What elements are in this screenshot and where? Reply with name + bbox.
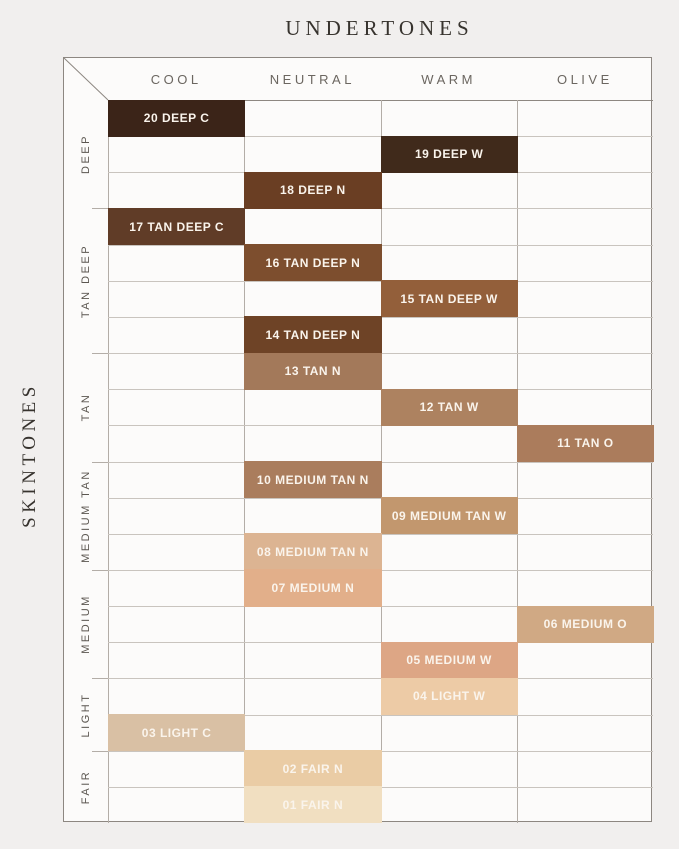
shade-cell-15-tan-deep-w: 15 TAN DEEP W bbox=[380, 280, 518, 318]
shade-cell-11-tan-o: 11 TAN O bbox=[516, 424, 654, 462]
shade-cell-13-tan-n: 13 TAN N bbox=[244, 352, 382, 390]
shade-cell-17-tan-deep-c: 17 TAN DEEP C bbox=[108, 207, 246, 246]
group-boundary-tick bbox=[92, 461, 108, 463]
shade-cell-07-medium-n: 07 MEDIUM N bbox=[244, 569, 382, 607]
row-separator bbox=[108, 606, 653, 608]
corner-diagonal-line bbox=[63, 57, 109, 101]
row-separator bbox=[108, 208, 653, 210]
shade-cell-18-deep-n: 18 DEEP N bbox=[244, 171, 382, 209]
foundation-shade-matrix: COOL NEUTRAL WARM OLIVE DEEP TAN DEEP TAN MEDIU… bbox=[63, 57, 654, 824]
shade-cell-09-medium-tan-w: 09 MEDIUM TAN W bbox=[380, 497, 518, 535]
shade-cell-12-tan-w: 12 TAN W bbox=[380, 388, 518, 426]
group-boundary-tick bbox=[92, 750, 108, 752]
row-group-label: LIGHT bbox=[80, 692, 92, 737]
shade-cell-01-fair-n: 01 FAIR N bbox=[244, 786, 382, 824]
shade-cell-05-medium-w: 05 MEDIUM W bbox=[380, 641, 518, 679]
group-boundary-tick bbox=[92, 569, 108, 571]
group-boundary-tick bbox=[92, 353, 108, 355]
row-group-label: FAIR bbox=[80, 769, 92, 805]
group-boundary-tick bbox=[92, 678, 108, 680]
shade-cell-06-medium-o: 06 MEDIUM O bbox=[516, 605, 654, 643]
row-separator bbox=[108, 714, 653, 716]
column-header-cool: COOL bbox=[150, 72, 202, 87]
row-group-label: DEEP bbox=[80, 134, 92, 175]
group-boundary-tick bbox=[92, 208, 108, 210]
column-header-neutral: NEUTRAL bbox=[269, 72, 355, 87]
shade-cell-20-deep-c: 20 DEEP C bbox=[108, 99, 246, 137]
column-header-warm: WARM bbox=[421, 72, 476, 87]
shade-cell-10-medium-tan-n: 10 MEDIUM TAN N bbox=[244, 461, 382, 499]
shade-cell-19-deep-w: 19 DEEP W bbox=[380, 135, 518, 173]
shade-cell-02-fair-n: 02 FAIR N bbox=[244, 750, 382, 788]
row-group-label: MEDIUM TAN bbox=[80, 468, 92, 563]
row-group-label: TAN bbox=[80, 392, 92, 422]
shade-cell-08-medium-tan-n: 08 MEDIUM TAN N bbox=[244, 533, 382, 571]
shade-cell-03-light-c: 03 LIGHT C bbox=[108, 714, 246, 752]
shade-cell-14-tan-deep-n: 14 TAN DEEP N bbox=[244, 316, 382, 354]
row-group-label: MEDIUM bbox=[80, 594, 92, 654]
undertones-title: UNDERTONES bbox=[285, 16, 474, 40]
column-header-olive: OLIVE bbox=[556, 72, 613, 87]
shade-cell-04-light-w: 04 LIGHT W bbox=[380, 677, 518, 716]
skintones-label: SKINTONES bbox=[19, 382, 40, 528]
shade-cell-16-tan-deep-n: 16 TAN DEEP N bbox=[244, 244, 382, 282]
row-group-label: TAN DEEP bbox=[80, 243, 92, 318]
row-separator bbox=[108, 425, 653, 427]
